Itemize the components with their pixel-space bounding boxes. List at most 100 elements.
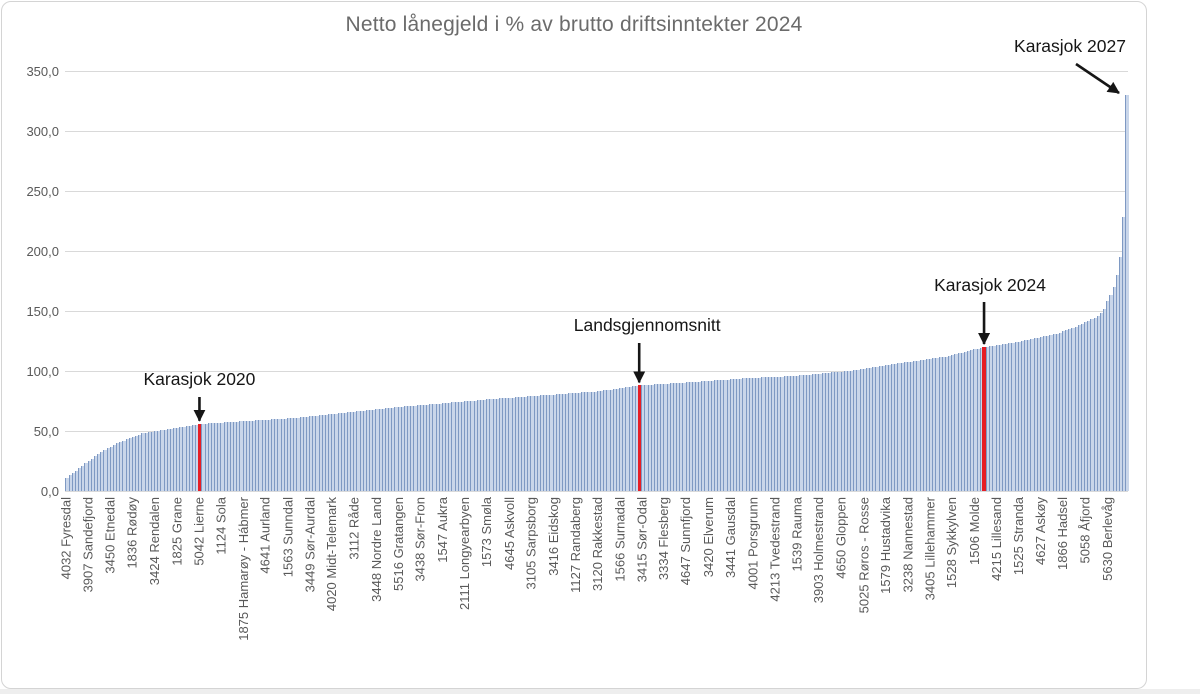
bar	[451, 402, 455, 491]
bar	[445, 402, 449, 491]
bar	[1090, 319, 1094, 491]
bar	[695, 381, 699, 491]
bar	[850, 370, 854, 491]
bar	[131, 437, 136, 491]
bar	[508, 397, 512, 491]
bar	[464, 401, 468, 491]
y-gridline	[65, 311, 1128, 312]
bar	[340, 413, 344, 491]
bar	[1036, 337, 1040, 491]
bar	[606, 389, 610, 491]
bar	[157, 430, 161, 491]
bar	[495, 398, 499, 491]
bar	[906, 362, 911, 491]
bar	[438, 403, 443, 491]
bar	[622, 387, 626, 491]
annotation-label: Karasjok 2020	[143, 369, 256, 389]
bar	[745, 378, 749, 491]
bar	[824, 373, 828, 491]
bar	[1093, 317, 1097, 491]
bar	[476, 400, 480, 491]
bar	[897, 363, 901, 491]
bar	[426, 404, 430, 491]
bar	[160, 430, 164, 491]
bar	[1030, 338, 1034, 491]
bar	[135, 435, 139, 491]
bar	[865, 368, 870, 491]
bar	[147, 432, 151, 491]
bar	[812, 374, 816, 491]
bar	[1068, 329, 1072, 491]
bar	[944, 356, 949, 491]
bar	[663, 383, 667, 491]
bar	[650, 384, 654, 491]
bar	[116, 443, 120, 491]
bar	[900, 362, 904, 491]
y-axis-label: 250,0	[26, 184, 59, 199]
bar	[448, 402, 452, 491]
bar	[422, 404, 427, 491]
bar	[201, 423, 205, 491]
bar	[1039, 337, 1044, 491]
bar	[267, 419, 272, 491]
bar	[1020, 340, 1025, 491]
bar	[169, 428, 174, 491]
bar	[435, 403, 439, 491]
bar	[397, 407, 401, 491]
bar	[593, 391, 598, 491]
bar	[1115, 275, 1120, 491]
bar	[185, 426, 189, 491]
bar	[68, 475, 72, 491]
bar	[805, 374, 810, 491]
bar	[603, 390, 607, 491]
bar	[1027, 339, 1031, 491]
bar	[1014, 342, 1018, 491]
bar	[407, 406, 411, 491]
bar	[112, 444, 117, 491]
annotation-label: Karasjok 2027	[1014, 36, 1126, 56]
bar	[1096, 315, 1101, 491]
bar	[941, 357, 946, 491]
bar	[685, 382, 689, 491]
bar	[679, 382, 683, 491]
bar	[315, 415, 319, 491]
bar	[204, 423, 208, 491]
bar	[505, 397, 509, 491]
bar	[957, 353, 961, 491]
bar	[245, 421, 250, 491]
bar	[419, 405, 424, 491]
bar	[960, 352, 965, 491]
bar	[793, 375, 797, 491]
bar	[220, 422, 224, 491]
bar	[840, 371, 844, 491]
bar	[1103, 308, 1107, 491]
bar	[1109, 295, 1113, 491]
bar	[141, 433, 145, 491]
bar	[223, 422, 227, 491]
bar	[489, 399, 493, 491]
bar	[378, 409, 382, 491]
bar	[723, 379, 727, 491]
bar	[1052, 334, 1056, 491]
bar	[565, 393, 569, 491]
bar	[87, 461, 91, 491]
bar	[293, 418, 297, 491]
bar	[502, 398, 506, 491]
bar	[916, 360, 920, 491]
bar	[394, 407, 398, 491]
bar	[710, 380, 715, 491]
bar	[992, 345, 996, 491]
bar	[305, 416, 310, 491]
y-axis-label: 0,0	[40, 484, 59, 499]
bar	[261, 419, 265, 491]
bar	[492, 398, 496, 491]
bar	[707, 380, 711, 491]
bar	[574, 392, 579, 491]
bar	[963, 351, 968, 491]
bar	[796, 375, 800, 491]
bar	[973, 349, 977, 491]
bar	[337, 413, 341, 491]
bar	[989, 346, 993, 491]
